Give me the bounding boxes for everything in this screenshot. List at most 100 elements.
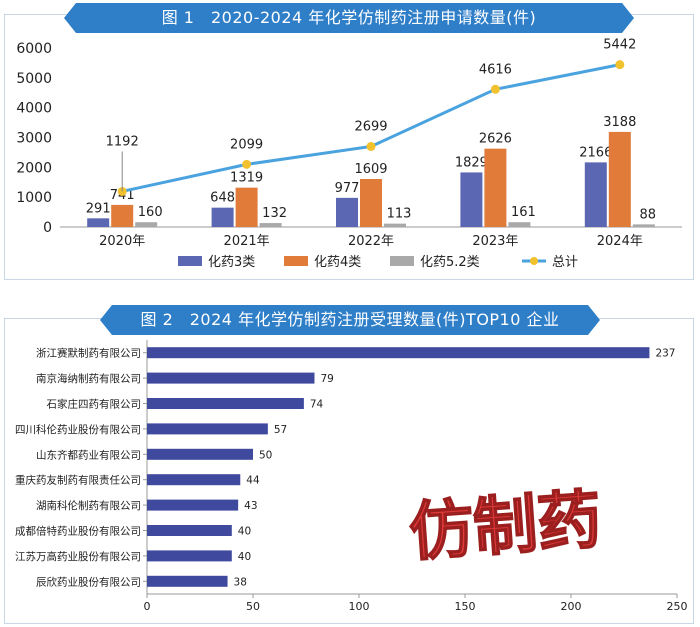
bar: [147, 347, 650, 359]
line-point: [490, 84, 500, 94]
y-tick-label: 辰欣药业股份有限公司: [36, 575, 141, 588]
line-point: [242, 159, 252, 169]
y-tick-label: 4000: [16, 101, 52, 117]
bar-data-label: 88: [640, 207, 657, 222]
line-data-label: 2699: [354, 119, 387, 134]
y-tick-label: 湖南科伦制药有限公司: [36, 499, 141, 512]
bar: [147, 525, 232, 536]
line-data-label: 1192: [106, 134, 139, 149]
bar-化药3类: [336, 197, 358, 227]
bar-data-label: 40: [238, 526, 251, 538]
bar: [147, 550, 232, 562]
bar-data-label: 38: [234, 576, 247, 588]
x-tick-label: 2021年: [224, 234, 270, 249]
bar-data-label: 50: [259, 449, 272, 461]
x-tick-label: 2022年: [348, 234, 394, 249]
y-tick-label: 3000: [16, 131, 52, 147]
x-tick-label: 150: [455, 600, 476, 613]
bar-data-label: 1829: [455, 155, 488, 170]
line-data-label: 5442: [603, 38, 636, 53]
bar-data-label: 1319: [230, 171, 263, 186]
bar-data-label: 160: [138, 205, 163, 220]
x-tick-label: 200: [561, 600, 582, 613]
bar: [147, 372, 315, 384]
bar-data-label: 57: [274, 424, 287, 436]
bar-化药3类: [584, 162, 607, 227]
bar: [147, 423, 268, 435]
bar-化药5.2类: [259, 223, 282, 227]
bar-化药4类: [484, 148, 507, 227]
bar-化药3类: [211, 207, 234, 227]
bar-data-label: 161: [511, 205, 536, 220]
line-data-label: 2099: [230, 137, 263, 152]
y-tick-label: 江苏万高药业股份有限公司: [15, 550, 141, 563]
y-tick-label: 6000: [16, 41, 52, 57]
x-tick-label: 2020年: [99, 234, 145, 249]
bar-data-label: 132: [262, 206, 287, 221]
bar-data-label: 44: [246, 475, 260, 487]
legend-swatch: [390, 256, 414, 266]
legend-swatch: [178, 256, 202, 266]
y-tick-label: 重庆药友制药有限责任公司: [15, 474, 141, 487]
bar-化药3类: [460, 172, 483, 227]
bar-化药4类: [608, 131, 631, 227]
chart-panel-1: [4, 14, 694, 280]
bar-data-label: 2626: [479, 132, 512, 147]
y-tick-label: 浙江赛默制药有限公司: [36, 347, 141, 360]
y-tick-label: 2000: [16, 160, 52, 176]
x-tick-label: 50: [246, 600, 260, 613]
x-tick-label: 100: [349, 600, 370, 613]
bar: [147, 499, 239, 511]
line-point: [615, 60, 625, 70]
x-tick-label: 0: [144, 600, 151, 613]
bar-data-label: 113: [387, 207, 412, 222]
bar-data-label: 291: [86, 201, 111, 216]
bar-化药4类: [111, 204, 134, 227]
bar-data-label: 40: [238, 551, 251, 563]
line-point: [366, 141, 376, 151]
y-tick-label: 成都倍特药业股份有限公司: [15, 525, 141, 538]
y-tick-label: 1000: [16, 190, 52, 206]
bar-化药5.2类: [384, 223, 406, 227]
chart-1-title: 图 1 2020-2024 年化学仿制药注册申请数量(件): [64, 3, 634, 33]
decoration-text: 仿制药: [407, 483, 604, 570]
x-tick-label: 2024年: [597, 234, 643, 249]
bar: [147, 474, 241, 486]
bar-化药5.2类: [135, 222, 158, 227]
line-data-label: 4616: [479, 62, 512, 77]
y-tick-label: 南京海纳制药有限公司: [36, 372, 141, 385]
y-tick-label: 四川科伦药业股份有限公司: [15, 423, 141, 436]
legend-label: 化药4类: [314, 255, 361, 270]
bar-data-label: 3188: [603, 115, 636, 130]
bar-data-label: 79: [320, 373, 333, 385]
chart-2-title: 图 2 2024 年化学仿制药注册受理数量(件)TOP10 企业: [100, 305, 600, 335]
bar-data-label: 977: [335, 181, 360, 196]
bar-data-label: 2166: [579, 145, 612, 160]
bar-化药5.2类: [632, 224, 655, 227]
bar-化药4类: [360, 178, 382, 227]
y-tick-label: 石家庄四药有限公司: [47, 398, 142, 411]
bar: [147, 575, 228, 587]
bar-data-label: 237: [655, 348, 675, 360]
legend-label: 化药3类: [208, 255, 255, 270]
bar-化药5.2类: [508, 222, 531, 227]
bar-data-label: 43: [244, 500, 257, 512]
y-tick-label: 山东齐都药业有限公司: [36, 448, 141, 461]
bar: [147, 448, 253, 460]
legend-swatch: [284, 256, 308, 266]
y-tick-label: 0: [43, 220, 52, 236]
bar-data-label: 1609: [354, 162, 387, 177]
bar: [147, 398, 304, 409]
bar-化药4类: [235, 187, 258, 227]
x-tick-label: 2023年: [472, 234, 518, 249]
x-tick-label: 250: [667, 600, 688, 613]
legend-label: 总计: [552, 255, 578, 270]
chart-1: 01000200030004000500060002020年2917411602…: [16, 38, 682, 270]
legend-marker: [530, 257, 538, 265]
bar-data-label: 648: [210, 191, 235, 206]
y-tick-label: 5000: [16, 71, 52, 87]
bar-data-label: 74: [310, 399, 324, 411]
bar-化药3类: [87, 218, 110, 227]
legend-label: 化药5.2类: [420, 255, 480, 270]
